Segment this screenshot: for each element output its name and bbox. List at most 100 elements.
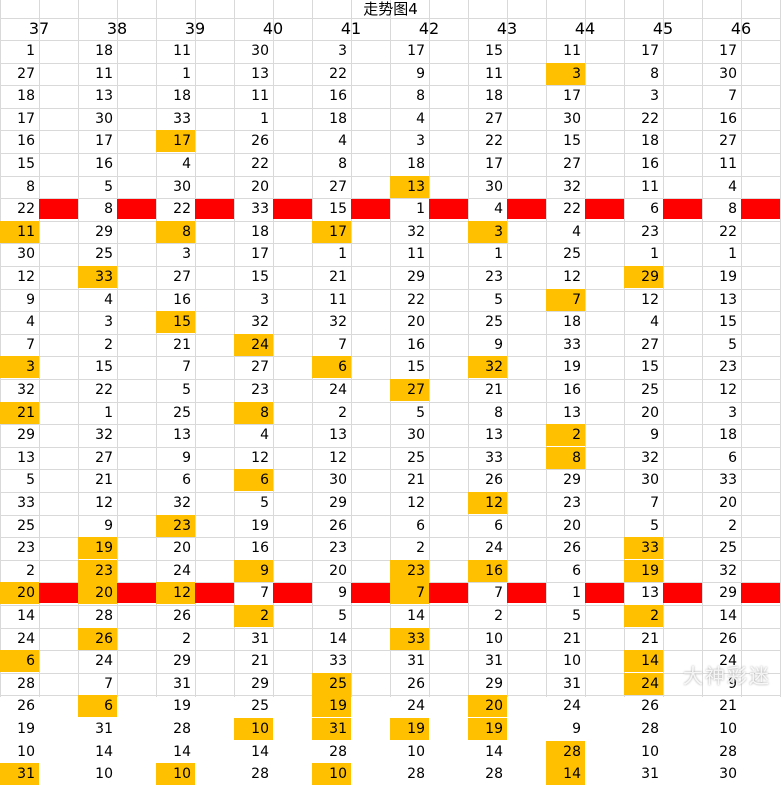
- grid-cell: 18: [485, 88, 503, 104]
- highlighted-cell: 15: [156, 311, 195, 333]
- grid-cell: 21: [719, 698, 737, 714]
- grid-line-vertical: [195, 0, 196, 697]
- grid-cell: 14: [485, 744, 503, 760]
- grid-cell: 18: [173, 88, 191, 104]
- grid-cell: 3: [182, 246, 191, 262]
- grid-cell: 20: [329, 563, 347, 579]
- highlighted-cell: 19: [390, 718, 429, 740]
- watermark: 大神彩迷: [683, 664, 771, 688]
- grid-cell: 28: [17, 676, 35, 692]
- grid-cell: 11: [641, 179, 659, 195]
- highlighted-cell: 33: [624, 537, 663, 559]
- grid-cell: 20: [641, 405, 659, 421]
- grid-cell: 12: [407, 495, 425, 511]
- red-band-marker: [117, 583, 156, 603]
- grid-cell: 28: [173, 721, 191, 737]
- grid-cell: 18: [329, 111, 347, 127]
- grid-cell: 16: [329, 88, 347, 104]
- grid-cell: 15: [95, 359, 113, 375]
- grid-cell: 28: [719, 744, 737, 760]
- grid-cell: 18: [407, 156, 425, 172]
- grid-cell: 12: [95, 495, 113, 511]
- grid-cell: 12: [719, 382, 737, 398]
- grid-cell: 13: [563, 405, 581, 421]
- column-header: 43: [496, 19, 518, 38]
- grid-cell: 27: [563, 156, 581, 172]
- grid-cell: 9: [650, 427, 659, 443]
- grid-cell: 22: [251, 156, 269, 172]
- grid-cell: 13: [17, 450, 35, 466]
- grid-cell: 25: [641, 382, 659, 398]
- highlighted-cell: 6: [78, 695, 117, 717]
- grid-cell: 11: [95, 66, 113, 82]
- grid-cell: 11: [251, 88, 269, 104]
- highlighted-cell: 23: [390, 560, 429, 582]
- highlighted-cell: 6: [312, 356, 351, 378]
- grid-cell: 13: [329, 427, 347, 443]
- grid-cell: 30: [251, 43, 269, 59]
- grid-cell: 10: [17, 744, 35, 760]
- grid-cell: 7: [182, 359, 191, 375]
- highlighted-cell: 21: [0, 402, 39, 424]
- grid-cell: 24: [719, 653, 737, 669]
- grid-cell: 14: [719, 608, 737, 624]
- grid-cell: 4: [182, 156, 191, 172]
- highlighted-cell: 8: [156, 221, 195, 243]
- grid-cell: 27: [17, 66, 35, 82]
- grid-cell: 11: [563, 43, 581, 59]
- grid-cell: 9: [416, 66, 425, 82]
- grid-cell: 1: [338, 246, 347, 262]
- grid-cell: 6: [572, 563, 581, 579]
- highlighted-cell: 17: [312, 221, 351, 243]
- grid-cell: 29: [485, 676, 503, 692]
- grid-cell: 32: [719, 563, 737, 579]
- grid-cell: 24: [485, 540, 503, 556]
- grid-cell: 4: [494, 201, 503, 217]
- grid-cell: 27: [641, 337, 659, 353]
- grid-cell: 22: [485, 133, 503, 149]
- grid-cell: 30: [173, 179, 191, 195]
- grid-line-vertical: [468, 0, 469, 697]
- grid-cell: 1: [728, 246, 737, 262]
- highlighted-cell: 24: [234, 334, 273, 356]
- highlighted-cell: 14: [546, 763, 585, 785]
- red-band-marker: [39, 583, 78, 603]
- grid-cell: 19: [563, 359, 581, 375]
- highlighted-cell: 3: [468, 221, 507, 243]
- grid-cell: 4: [260, 427, 269, 443]
- grid-line-vertical: [663, 0, 664, 697]
- grid-line-vertical: [312, 0, 313, 697]
- grid-cell: 33: [17, 495, 35, 511]
- grid-line-vertical: [507, 0, 508, 697]
- grid-cell: 21: [173, 337, 191, 353]
- grid-cell: 16: [17, 133, 35, 149]
- grid-line-vertical: [351, 0, 352, 697]
- grid-cell: 30: [563, 111, 581, 127]
- grid-cell: 21: [563, 631, 581, 647]
- grid-cell: 32: [251, 314, 269, 330]
- grid-cell: 20: [563, 518, 581, 534]
- grid-cell: 24: [95, 653, 113, 669]
- grid-cell: 31: [641, 766, 659, 782]
- grid-cell: 32: [641, 450, 659, 466]
- highlighted-cell: 29: [624, 266, 663, 288]
- grid-cell: 15: [563, 133, 581, 149]
- grid-cell: 23: [251, 382, 269, 398]
- grid-cell: 30: [407, 427, 425, 443]
- column-header: 37: [28, 19, 50, 38]
- grid-cell: 28: [485, 766, 503, 782]
- grid-cell: 2: [338, 405, 347, 421]
- grid-line-vertical: [702, 0, 703, 697]
- grid-line-vertical: [273, 0, 274, 697]
- grid-cell: 16: [407, 337, 425, 353]
- grid-cell: 27: [173, 269, 191, 285]
- grid-cell: 23: [563, 495, 581, 511]
- column-header: 39: [184, 19, 206, 38]
- grid-cell: 29: [251, 676, 269, 692]
- grid-cell: 22: [329, 66, 347, 82]
- highlighted-cell: 16: [468, 560, 507, 582]
- grid-cell: 17: [407, 43, 425, 59]
- grid-cell: 30: [95, 111, 113, 127]
- grid-cell: 16: [719, 111, 737, 127]
- grid-line-vertical: [39, 0, 40, 697]
